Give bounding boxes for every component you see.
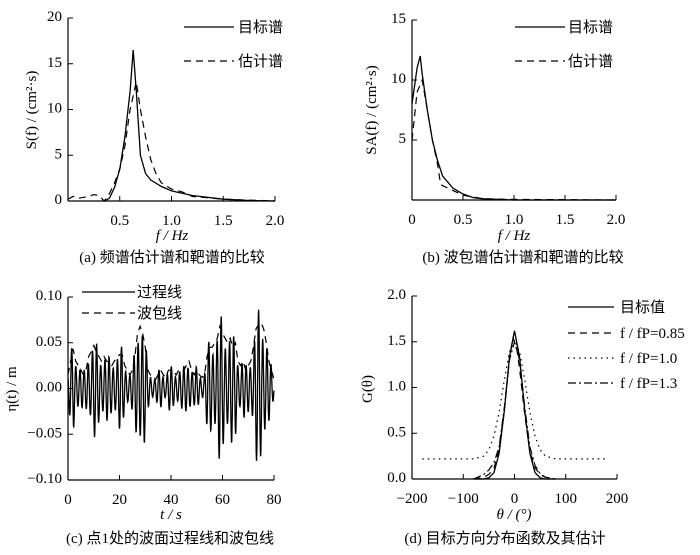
series-line-1 xyxy=(67,321,275,381)
legend-label-1: 估计谱 xyxy=(238,53,283,70)
y-tick-label: 5 xyxy=(399,131,407,147)
legend-label-1: f / fP=0.85 xyxy=(620,326,685,342)
panel-b: 0 0.5 1.0 1.5 2.0 5 10 15 f / Hz SA(f) / (cm²·s) (… xyxy=(364,11,625,266)
y-tick-label: 1.0 xyxy=(387,379,406,395)
y-tick-label: 20 xyxy=(47,9,62,25)
y-tick-label: 0.5 xyxy=(387,424,406,440)
series-line-0 xyxy=(473,330,556,480)
y-axis-label: G(θ) xyxy=(360,375,376,403)
x-tick-label: 0.5 xyxy=(454,212,473,228)
x-tick-label: 80 xyxy=(267,492,282,508)
x-axis-label: t / s xyxy=(160,507,182,523)
x-tick-label: 1.5 xyxy=(214,213,233,229)
x-tick-label: 2.0 xyxy=(266,213,285,229)
y-axis-label: η(t) / m xyxy=(4,366,20,412)
y-tick-label: −0.10 xyxy=(27,471,62,487)
x-tick-label: 1.0 xyxy=(162,213,181,229)
x-axis-label: f / Hz xyxy=(156,228,189,244)
x-axis-label: f / Hz xyxy=(498,228,531,244)
x-tick-label: 100 xyxy=(555,491,578,507)
panel-c: 0 20 40 60 80 −0.10 −0.05 0.00 0.05 0.10 t / s η(t)… xyxy=(4,284,282,547)
x-tick-label: 0 xyxy=(408,212,416,228)
x-tick-label: 20 xyxy=(112,492,127,508)
legend-label-0: 目标谱 xyxy=(568,19,613,36)
x-tick-label: 40 xyxy=(164,492,179,508)
series-line-0 xyxy=(103,49,276,202)
legend-label-0: 目标谱 xyxy=(238,19,283,36)
x-tick-label: 0.5 xyxy=(110,213,129,229)
panel-a: 0.5 1.0 1.5 2.0 0 5 10 15 20 f / Hz S(f) / (cm²·s)… xyxy=(24,9,284,266)
y-axis-label: SA(f) / (cm²·s) xyxy=(364,65,380,154)
series-line-1 xyxy=(67,81,276,202)
legend-label-0: 目标值 xyxy=(620,299,665,316)
legend-label-1: 估计谱 xyxy=(568,53,613,70)
y-tick-label: 0.05 xyxy=(36,334,62,350)
panel-caption: (c) 点1处的波面过程线和波包线 xyxy=(66,530,274,547)
y-tick-label: 0.00 xyxy=(36,380,62,396)
x-tick-label: −200 xyxy=(397,491,428,507)
x-tick-label: 0 xyxy=(64,492,72,508)
y-tick-label: 10 xyxy=(391,71,406,87)
y-tick-label: 15 xyxy=(391,11,406,27)
x-tick-label: 60 xyxy=(215,492,230,508)
y-tick-label: −0.05 xyxy=(27,425,62,441)
panel-caption: (a) 频谱估计谱和靶谱的比较 xyxy=(79,248,264,266)
y-tick-label: 2.0 xyxy=(387,287,406,303)
series-line-2 xyxy=(422,338,607,460)
legend-label-1: 波包线 xyxy=(137,305,182,322)
legend-label-3: f / fP=1.3 xyxy=(620,376,677,392)
x-tick-label: 200 xyxy=(606,491,629,507)
y-tick-label: 1.5 xyxy=(387,333,406,349)
series-line-1 xyxy=(411,77,617,201)
y-tick-label: 0 xyxy=(55,192,63,208)
x-tick-label: 2.0 xyxy=(607,212,626,228)
series-line-1 xyxy=(473,337,556,480)
panel-d: −200 −100 0 100 200 0.0 0.5 1.0 1.5 2.0 θ / (°) G(θ… xyxy=(360,287,685,547)
x-tick-label: 0 xyxy=(511,491,519,507)
panel-caption: (d) 目标方向分布函数及其估计 xyxy=(404,530,605,547)
panel-caption: (b) 波包谱估计谱和靶谱的比较 xyxy=(422,248,623,266)
y-tick-label: 0.0 xyxy=(387,470,406,486)
series-line-3 xyxy=(473,339,556,480)
y-axis-label: S(f) / (cm²·s) xyxy=(24,71,40,150)
x-tick-label: −100 xyxy=(448,491,479,507)
y-tick-label: 15 xyxy=(47,55,62,71)
x-tick-label: 1.5 xyxy=(556,212,575,228)
x-axis-label: θ / (°) xyxy=(496,507,531,523)
legend-label-2: f / fP=1.0 xyxy=(620,351,677,367)
x-tick-label: 1.0 xyxy=(505,212,524,228)
y-tick-label: 10 xyxy=(47,101,62,117)
y-tick-label: 0.10 xyxy=(36,288,62,304)
series-line-0 xyxy=(411,55,616,201)
y-tick-label: 5 xyxy=(55,146,63,162)
series-line-0 xyxy=(67,309,275,461)
legend-label-0: 过程线 xyxy=(137,284,182,301)
